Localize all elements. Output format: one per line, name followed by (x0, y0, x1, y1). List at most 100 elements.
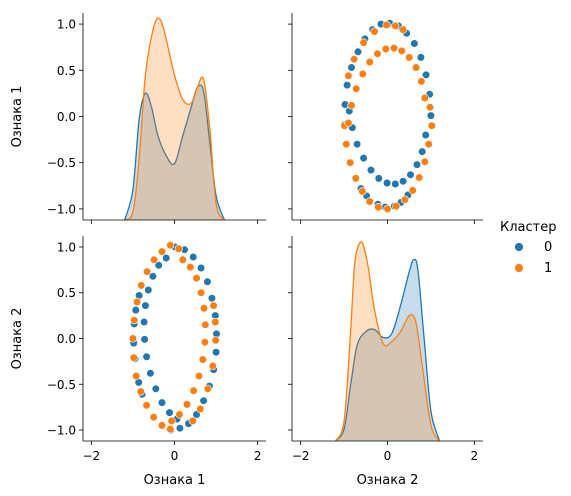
scatter-point-cluster-1 (359, 38, 368, 47)
scatter-point-cluster-1 (391, 21, 400, 31)
scatter-point-cluster-0 (197, 263, 206, 273)
legend-label-1: 1 (544, 261, 552, 276)
scatter-point-cluster-0 (418, 147, 427, 156)
y-tick-label: −1.0 (47, 202, 76, 216)
kde-line-cluster-0 (123, 84, 226, 221)
y-tick-label: 1.0 (57, 18, 76, 32)
scatter-point-cluster-1 (157, 247, 167, 256)
scatter-point-cluster-0 (203, 277, 212, 286)
scatter-point-cluster-1 (175, 410, 184, 419)
legend: Кластер 0 1 (500, 220, 556, 276)
scatter-point-cluster-1 (200, 338, 209, 347)
scatter-point-cluster-1 (211, 317, 220, 327)
scatter-point-cluster-0 (426, 111, 436, 120)
scatter-point-cluster-0 (146, 369, 155, 378)
scatter-point-cluster-0 (421, 130, 430, 140)
scatter-point-cluster-1 (178, 255, 187, 264)
y-axis-title: Ознака 2 (10, 308, 25, 370)
scatter-point-cluster-1 (424, 140, 433, 149)
scatter-point-cluster-0 (144, 285, 153, 295)
scatter-point-cluster-1 (192, 274, 201, 283)
scatter-point-cluster-1 (211, 336, 220, 345)
scatter-point-cluster-0 (175, 424, 184, 433)
scatter-point-cluster-1 (344, 118, 353, 128)
scatter-point-cluster-0 (141, 301, 150, 310)
x-axis-title: Ознака 2 (357, 473, 419, 488)
scatter-point-cluster-1 (188, 416, 197, 426)
scatter-point-cluster-0 (189, 252, 198, 262)
scatter-point-cluster-0 (359, 154, 368, 163)
scatter-point-cluster-1 (342, 140, 351, 149)
x-tick-label: 2 (254, 449, 262, 463)
scatter-point-cluster-0 (212, 348, 221, 357)
scatter-point-cluster-1 (150, 255, 159, 264)
scatter-point-cluster-1 (166, 425, 175, 434)
scatter-point-cluster-1 (415, 173, 424, 182)
scatter-point-cluster-0 (366, 166, 376, 175)
scatter-point-cluster-1 (417, 77, 426, 86)
scatter-point-cluster-1 (143, 267, 152, 276)
scatter-point-cluster-1 (133, 297, 142, 307)
scatter-point-cluster-1 (382, 20, 391, 30)
legend-marker-1 (514, 263, 524, 273)
scatter-point-cluster-1 (199, 304, 209, 313)
scatter-point-cluster-1 (425, 103, 435, 112)
scatter-point-cluster-0 (416, 53, 426, 62)
kde-line-cluster-1 (124, 17, 225, 221)
y-tick-label: −1.0 (47, 424, 76, 438)
scatter-point-cluster-1 (381, 44, 390, 54)
scatter-point-cluster-0 (343, 80, 352, 90)
scatter-point-cluster-0 (151, 384, 160, 393)
scatter-point-cluster-1 (137, 281, 146, 290)
scatter-point-cluster-0 (140, 317, 149, 327)
scatter-point-cluster-1 (130, 316, 139, 325)
scatter-point-cluster-1 (344, 71, 353, 80)
scatter-point-cluster-1 (412, 63, 421, 72)
scatter-point-cluster-1 (427, 121, 436, 130)
scatter-point-cluster-0 (140, 335, 149, 344)
legend-marker-0 (514, 242, 524, 252)
scatter-point-cluster-1 (186, 263, 195, 272)
x-tick-label: 2 (470, 449, 478, 463)
scatter-point-cluster-1 (350, 55, 359, 64)
scatter-point-cluster-1 (352, 84, 361, 93)
scatter-point-cluster-0 (412, 160, 422, 169)
scatter-point-cluster-1 (373, 49, 382, 58)
scatter-point-cluster-1 (346, 158, 355, 167)
scatter-point-cluster-0 (157, 398, 167, 407)
scatter-point-cluster-1 (209, 301, 218, 310)
scatter-point-cluster-1 (365, 57, 374, 67)
scatter-point-cluster-1 (383, 204, 392, 213)
scatter-point-cluster-1 (420, 93, 429, 103)
scatter-point-cluster-1 (166, 241, 175, 250)
scatter-point-cluster-0 (353, 140, 362, 149)
scatter-point-cluster-0 (154, 261, 163, 270)
scatter-point-cluster-1 (347, 101, 356, 110)
scatter-point-cluster-1 (128, 334, 137, 343)
scatter-point-cluster-1 (370, 27, 379, 36)
scatter-point-cluster-1 (358, 187, 367, 196)
y-tick-label: −0.5 (47, 156, 76, 170)
scatter-point-cluster-1 (351, 174, 360, 183)
scatter-point-cluster-1 (196, 404, 205, 414)
scatter-point-cluster-1 (194, 371, 204, 381)
scatter-point-cluster-1 (197, 288, 206, 297)
scatter-point-cluster-1 (167, 416, 176, 426)
scatter-point-cluster-1 (174, 244, 183, 253)
scatter-point-cluster-0 (353, 47, 363, 56)
scatter-point-cluster-0 (148, 272, 157, 281)
scatter-point-cluster-1 (405, 53, 414, 62)
scatter-point-cluster-0 (406, 170, 415, 179)
scatter-point-cluster-0 (207, 294, 216, 303)
scatter-point-cluster-0 (165, 408, 174, 417)
scatter-point-cluster-1 (392, 202, 401, 211)
scatter-point-cluster-0 (383, 178, 392, 188)
x-axis-title: Ознака 1 (144, 473, 206, 488)
scatter-point-cluster-1 (182, 400, 192, 409)
y-axis-title: Ознака 1 (10, 86, 25, 148)
scatter-point-cluster-1 (142, 401, 151, 410)
scatter-point-cluster-0 (391, 179, 400, 189)
scatter-point-cluster-1 (198, 355, 207, 364)
scatter-point-cluster-1 (399, 25, 408, 34)
scatter-point-cluster-1 (136, 387, 145, 396)
